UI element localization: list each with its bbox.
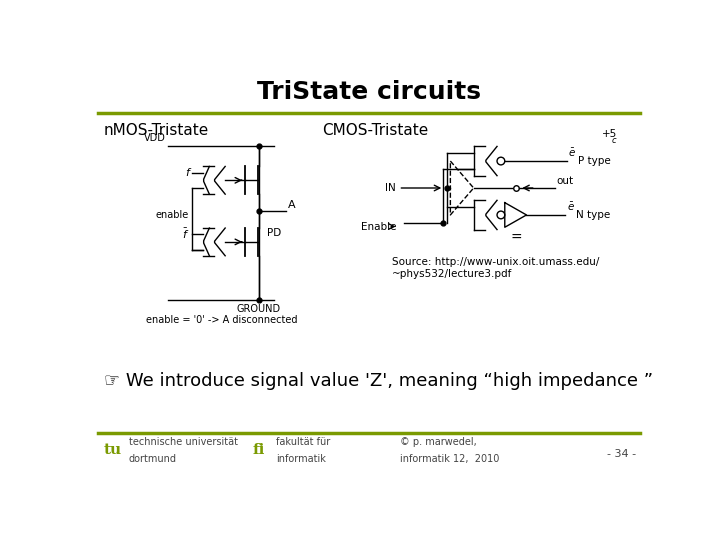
Text: PD: PD: [266, 228, 281, 238]
Text: dortmund: dortmund: [129, 455, 176, 464]
Text: out: out: [557, 176, 574, 186]
Text: +5: +5: [601, 129, 617, 139]
Text: enable: enable: [156, 210, 189, 220]
Text: IN: IN: [385, 183, 396, 193]
Text: VDD: VDD: [144, 132, 166, 143]
Text: informatik 12,  2010: informatik 12, 2010: [400, 455, 500, 464]
Text: $\bar{f}$: $\bar{f}$: [182, 227, 189, 241]
Text: $\bar{e}$: $\bar{e}$: [567, 200, 575, 213]
Text: CMOS-Tristate: CMOS-Tristate: [323, 123, 428, 138]
Text: TriState circuits: TriState circuits: [257, 80, 481, 104]
Text: Source: http://www-unix.oit.umass.edu/
~phys532/lecture3.pdf: Source: http://www-unix.oit.umass.edu/ ~…: [392, 257, 600, 279]
Text: technische universität: technische universität: [129, 437, 238, 448]
Text: GROUND: GROUND: [237, 304, 281, 314]
Text: c: c: [611, 136, 616, 145]
Text: enable = '0' -> A disconnected: enable = '0' -> A disconnected: [146, 315, 297, 325]
Text: fi: fi: [253, 443, 265, 457]
Text: ☞ We introduce signal value 'Z', meaning “high impedance ”: ☞ We introduce signal value 'Z', meaning…: [104, 372, 653, 389]
Text: informatik: informatik: [276, 455, 326, 464]
Text: $\bar{e}$: $\bar{e}$: [568, 147, 576, 159]
Text: tu: tu: [104, 443, 122, 457]
Text: - 34 -: - 34 -: [607, 449, 636, 458]
Text: nMOS-Tristate: nMOS-Tristate: [104, 123, 210, 138]
Text: N type: N type: [576, 210, 611, 220]
Text: fakultät für: fakultät für: [276, 437, 330, 448]
Text: Enable: Enable: [361, 221, 396, 232]
Text: P type: P type: [577, 156, 611, 166]
Text: A: A: [289, 200, 296, 210]
Text: =: =: [510, 231, 522, 245]
Text: f: f: [185, 167, 189, 178]
Text: © p. marwedel,: © p. marwedel,: [400, 437, 477, 448]
